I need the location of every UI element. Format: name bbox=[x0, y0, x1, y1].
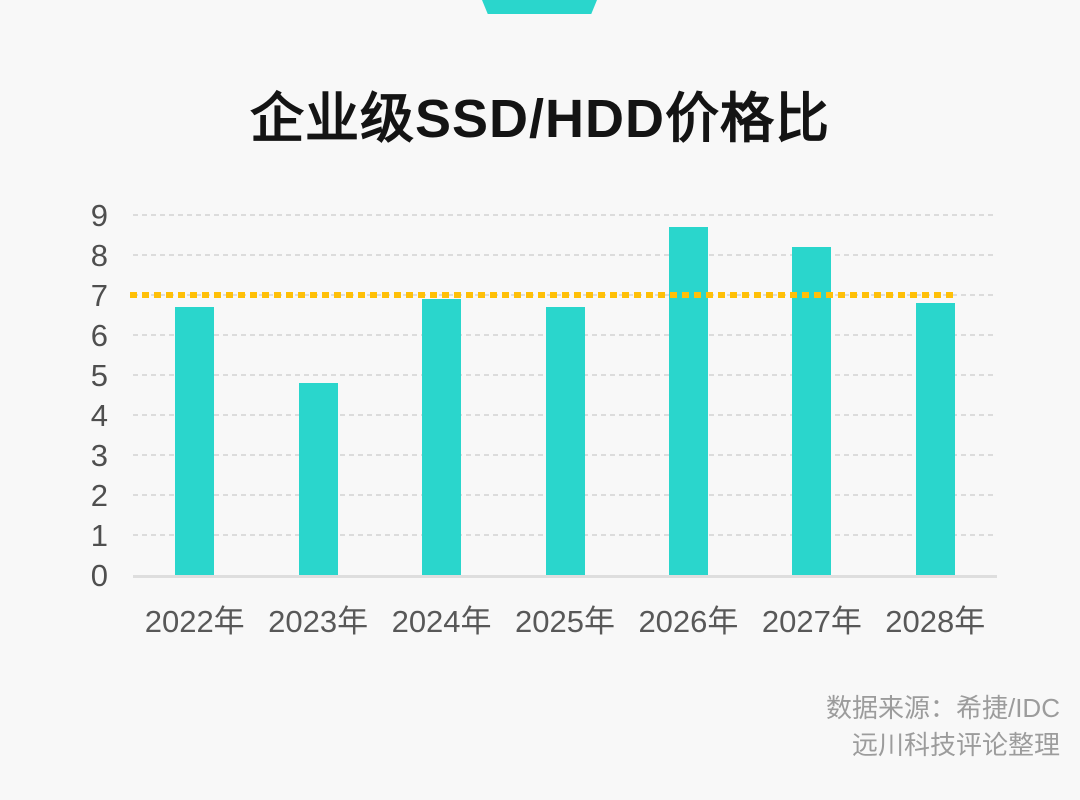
y-tick-label-9: 9 bbox=[90, 198, 108, 233]
gridline-y9 bbox=[133, 214, 997, 216]
bar-2022年 bbox=[175, 307, 215, 575]
chart-title: 企业级SSD/HDD价格比 bbox=[249, 89, 831, 149]
data-source-line2: 远川科技评论整理 bbox=[851, 730, 1060, 760]
x-tick-label-2028年: 2028年 bbox=[885, 604, 986, 639]
x-tick-label-2027年: 2027年 bbox=[761, 604, 862, 639]
x-tick-label-2024年: 2024年 bbox=[391, 604, 492, 639]
y-tick-label-1: 1 bbox=[90, 518, 108, 553]
x-axis-line bbox=[133, 575, 997, 578]
y-tick-label-6: 6 bbox=[90, 318, 108, 353]
bar-2027年 bbox=[792, 247, 832, 575]
y-tick-label-5: 5 bbox=[90, 358, 108, 393]
y-tick-label-8: 8 bbox=[90, 238, 108, 273]
bar-2026年 bbox=[668, 227, 708, 575]
x-tick-label-2026年: 2026年 bbox=[638, 604, 739, 639]
y-tick-label-2: 2 bbox=[90, 478, 108, 513]
y-tick-label-0: 0 bbox=[90, 558, 108, 593]
bar-2025年 bbox=[545, 307, 585, 575]
y-tick-label-3: 3 bbox=[90, 438, 108, 473]
bar-2023年 bbox=[298, 383, 338, 575]
top-banner-shape bbox=[482, 0, 597, 14]
x-tick-label-2023年: 2023年 bbox=[268, 604, 369, 639]
x-tick-label-2025年: 2025年 bbox=[515, 604, 615, 639]
x-tick-label-2022年: 2022年 bbox=[144, 604, 245, 639]
data-source-line1: 数据来源：希捷/IDC bbox=[825, 693, 1060, 723]
data-source-note: 数据来源：希捷/IDC 远川科技评论整理 bbox=[826, 690, 1060, 764]
y-tick-label-4: 4 bbox=[90, 398, 108, 433]
reference-line-7 bbox=[130, 292, 958, 298]
y-tick-label-7: 7 bbox=[90, 278, 108, 313]
bar-2028年 bbox=[915, 303, 955, 575]
gridline-y8 bbox=[133, 254, 997, 256]
bar-2024年 bbox=[422, 299, 462, 575]
